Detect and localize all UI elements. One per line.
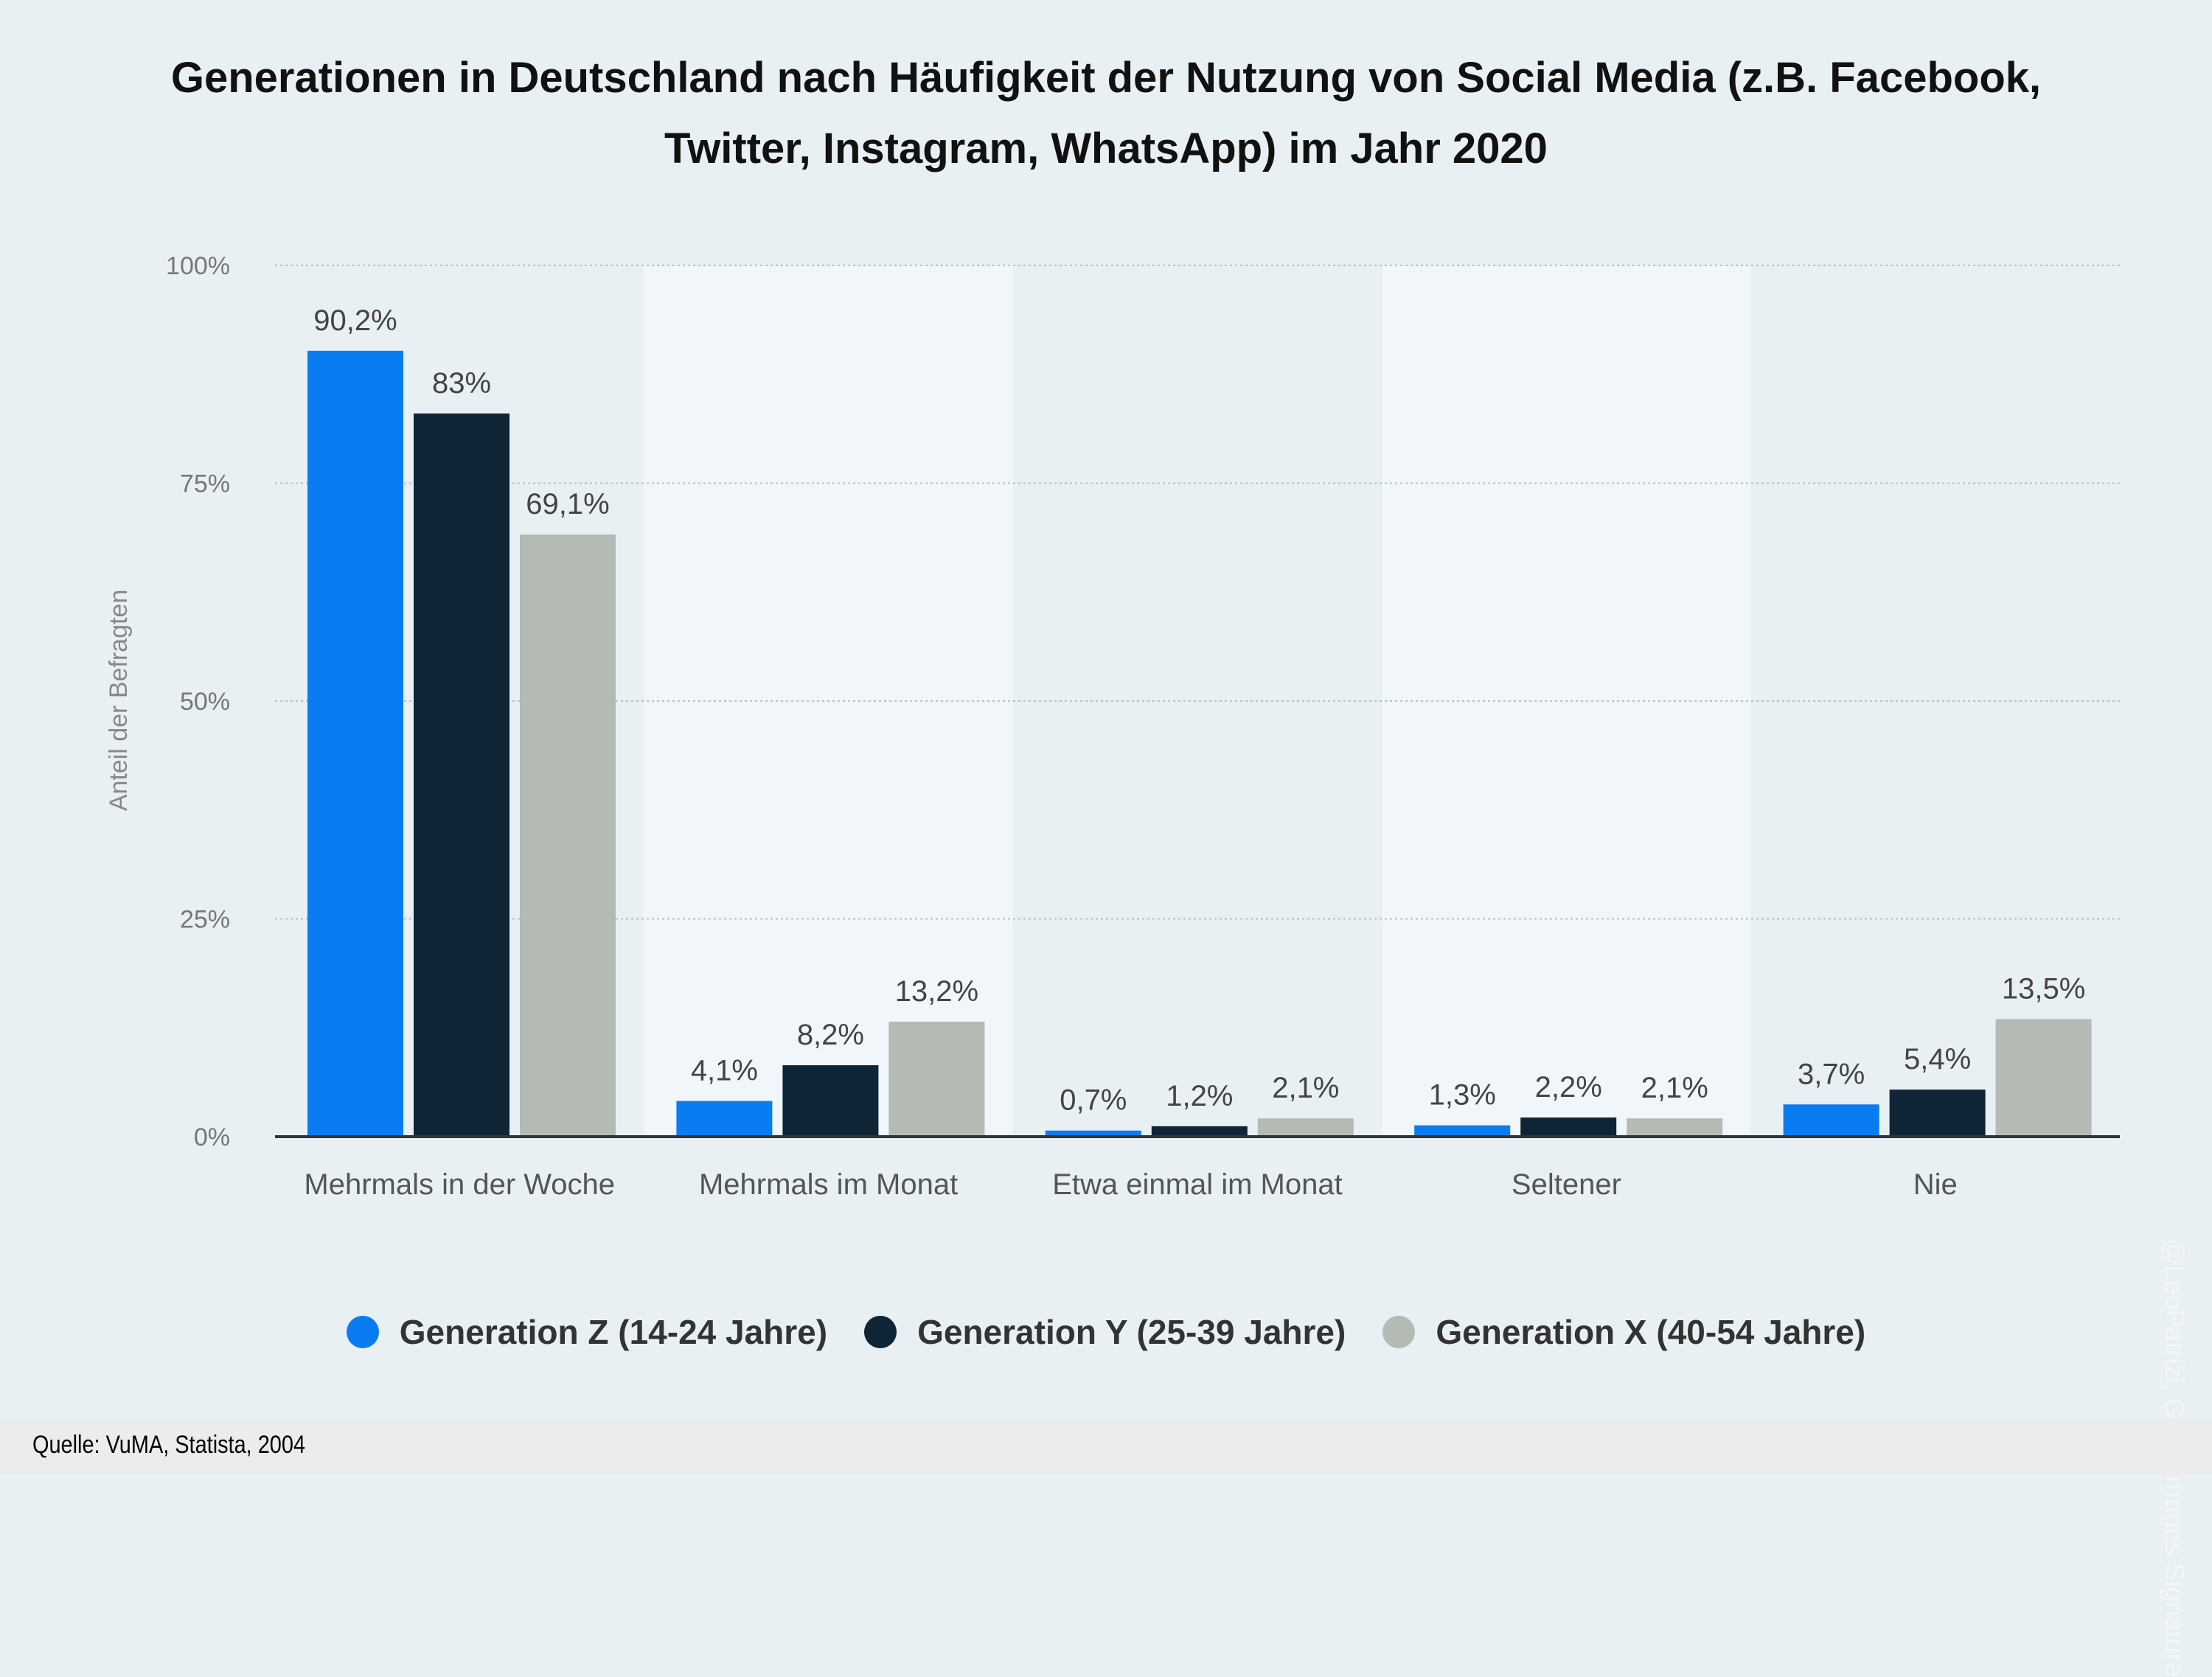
data-label: 2,1%: [1272, 1072, 1339, 1104]
x-tick-label: Etwa einmal im Monat: [1052, 1168, 1342, 1201]
data-label: 3,7%: [1798, 1058, 1865, 1090]
legend-marker: [346, 1316, 379, 1348]
bar: [782, 1065, 879, 1137]
bar: [1257, 1118, 1354, 1137]
data-label: 13,5%: [2002, 972, 2085, 1005]
bar-chart: 0% 25% 50% 75% 100% Anteil der Befragten 90,2%…: [105, 252, 2120, 1201]
y-tick-label: 25%: [180, 906, 230, 934]
data-label: 4,1%: [691, 1055, 758, 1087]
bar: [1783, 1104, 1879, 1137]
data-label: 2,1%: [1641, 1072, 1708, 1104]
data-label: 0,7%: [1060, 1084, 1127, 1117]
data-label: 1,2%: [1166, 1080, 1233, 1112]
legend-marker: [1382, 1316, 1416, 1348]
bar: [1045, 1130, 1141, 1137]
y-tick-label: 100%: [166, 252, 230, 280]
bar: [307, 350, 403, 1137]
y-tick-label: 50%: [180, 688, 230, 716]
legend-marker: [864, 1316, 897, 1348]
y-axis-label: Anteil der Befragten: [105, 590, 133, 812]
data-label: 5,4%: [1904, 1043, 1971, 1075]
y-tick-label: 0%: [194, 1123, 230, 1151]
bar: [1627, 1118, 1723, 1137]
x-tick-label: Seltener: [1512, 1168, 1621, 1201]
y-tick-label: 75%: [180, 470, 230, 498]
bar: [1414, 1125, 1511, 1137]
legend-label: Generation X (40-54 Jahre): [1436, 1313, 1866, 1351]
bar: [1520, 1117, 1617, 1137]
data-label: 69,1%: [526, 488, 609, 520]
data-label: 13,2%: [895, 975, 978, 1008]
legend: Generation Z (14-24 Jahre) Generation Y (…: [0, 1312, 2212, 1352]
bar: [1995, 1019, 2092, 1137]
legend-label: Generation Z (14-24 Jahre): [399, 1313, 828, 1351]
chart-title: Generationen in Deutschland nach Häufigk…: [170, 54, 2042, 172]
x-tick-label: Mehrmals in der Woche: [304, 1168, 615, 1201]
source-text: Quelle: VuMA, Statista, 2004: [32, 1431, 306, 1459]
legend-item[interactable]: Generation Y (25-39 Jahre): [864, 1312, 1346, 1352]
x-tick-label: Nie: [1913, 1168, 1958, 1201]
bar: [676, 1101, 773, 1137]
legend-label: Generation Y (25-39 Jahre): [917, 1313, 1346, 1351]
bar: [520, 534, 616, 1137]
x-tick-label: Mehrmals im Monat: [699, 1168, 958, 1201]
footer: Quelle: VuMA, Statista, 2004: [0, 1419, 2212, 1474]
data-label: 8,2%: [797, 1019, 864, 1051]
bar: [888, 1021, 985, 1137]
bar: [1889, 1089, 1986, 1137]
bar: [414, 413, 509, 1137]
data-label: 90,2%: [313, 304, 397, 337]
data-label: 83%: [432, 367, 491, 400]
legend-item[interactable]: Generation X (40-54 Jahre): [1382, 1312, 1865, 1352]
bar: [1151, 1126, 1248, 1137]
legend-item[interactable]: Generation Z (14-24 Jahre): [346, 1312, 828, 1352]
data-label: 2,2%: [1535, 1071, 1602, 1104]
data-label: 1,3%: [1429, 1079, 1496, 1112]
